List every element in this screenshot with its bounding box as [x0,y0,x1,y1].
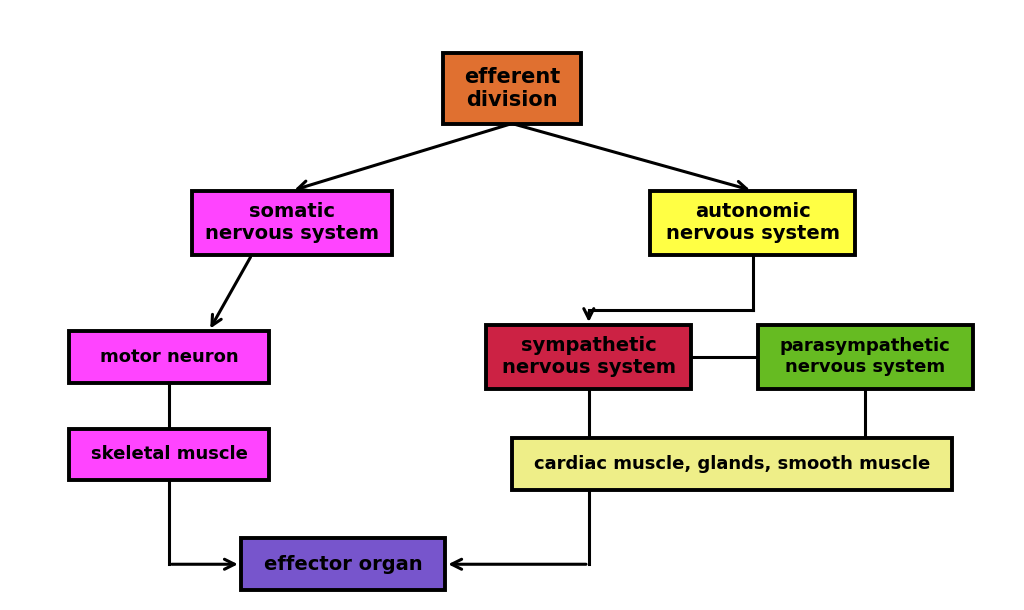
Text: effector organ: effector organ [264,554,422,574]
Text: autonomic
nervous system: autonomic nervous system [666,202,840,243]
Text: motor neuron: motor neuron [99,348,239,366]
FancyBboxPatch shape [70,331,268,383]
FancyBboxPatch shape [512,438,952,489]
Text: skeletal muscle: skeletal muscle [90,445,248,464]
Text: cardiac muscle, glands, smooth muscle: cardiac muscle, glands, smooth muscle [535,454,930,473]
FancyBboxPatch shape [758,325,973,389]
FancyBboxPatch shape [70,428,268,481]
FancyBboxPatch shape [650,190,855,255]
FancyBboxPatch shape [191,190,391,255]
Text: parasympathetic
nervous system: parasympathetic nervous system [780,337,950,376]
FancyBboxPatch shape [486,325,691,389]
FancyBboxPatch shape [241,539,445,590]
FancyBboxPatch shape [442,54,582,123]
Text: somatic
nervous system: somatic nervous system [205,202,379,243]
Text: sympathetic
nervous system: sympathetic nervous system [502,336,676,378]
Text: efferent
division: efferent division [464,67,560,110]
